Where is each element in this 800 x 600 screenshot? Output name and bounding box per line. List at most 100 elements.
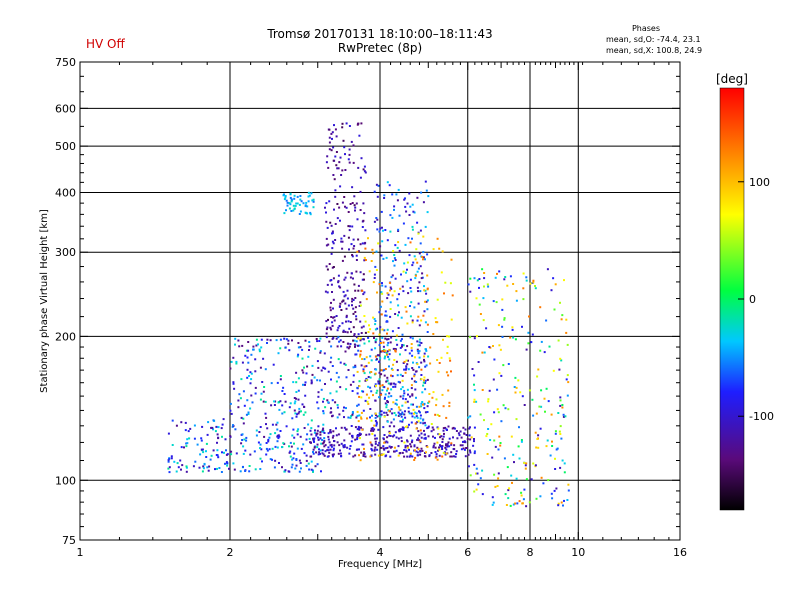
- data-point: [327, 446, 330, 449]
- data-point: [450, 442, 453, 445]
- x-tick-label: 8: [527, 546, 534, 559]
- data-point: [417, 448, 420, 451]
- data-point: [401, 345, 403, 348]
- data-point: [353, 195, 356, 198]
- data-point: [450, 455, 453, 458]
- data-point: [298, 213, 301, 215]
- data-point: [187, 430, 190, 433]
- data-point: [202, 451, 205, 454]
- data-point: [386, 389, 388, 392]
- data-point: [419, 429, 422, 432]
- data-point: [422, 256, 425, 259]
- data-point: [565, 331, 568, 334]
- data-point: [293, 452, 296, 455]
- data-point: [374, 383, 377, 386]
- data-point: [367, 336, 370, 339]
- data-point: [479, 477, 482, 480]
- data-point: [345, 428, 348, 431]
- data-point: [355, 340, 358, 343]
- data-point: [240, 442, 243, 445]
- data-point: [293, 194, 296, 197]
- data-point: [384, 337, 387, 340]
- data-point: [425, 451, 427, 454]
- data-point: [432, 391, 435, 394]
- data-point: [525, 462, 528, 465]
- data-point: [305, 201, 308, 204]
- data-point: [328, 148, 331, 151]
- data-point: [254, 386, 257, 389]
- data-point: [557, 504, 560, 507]
- data-point: [234, 337, 237, 340]
- data-point: [316, 379, 319, 382]
- data-point: [497, 448, 500, 451]
- data-point: [415, 396, 417, 399]
- data-point: [420, 342, 423, 344]
- data-point: [361, 242, 364, 245]
- data-point: [246, 376, 249, 379]
- data-point: [364, 259, 367, 261]
- data-point: [392, 363, 395, 366]
- data-point: [352, 374, 355, 377]
- data-point: [332, 159, 335, 162]
- data-point: [436, 298, 439, 301]
- data-point: [320, 442, 323, 445]
- data-point: [405, 271, 407, 274]
- colorbar-tick-label: -100: [749, 410, 774, 423]
- data-point: [271, 458, 273, 461]
- data-point: [380, 350, 383, 353]
- data-point: [446, 345, 449, 348]
- data-point: [342, 330, 345, 333]
- data-point: [459, 444, 462, 447]
- data-point: [478, 286, 480, 289]
- data-point: [349, 321, 352, 323]
- data-point: [530, 341, 533, 344]
- data-point: [388, 281, 391, 284]
- data-point: [453, 444, 456, 447]
- data-point: [512, 336, 515, 339]
- data-point: [400, 388, 403, 391]
- data-point: [445, 428, 448, 431]
- data-point: [538, 405, 541, 408]
- data-point: [382, 341, 385, 344]
- data-point: [276, 381, 279, 384]
- data-point: [396, 369, 399, 372]
- data-point: [387, 382, 390, 385]
- data-point: [263, 435, 266, 438]
- data-point: [422, 381, 425, 384]
- data-point: [301, 357, 304, 360]
- data-point: [406, 439, 408, 442]
- data-point: [359, 434, 361, 436]
- data-point: [529, 282, 532, 285]
- data-point: [341, 247, 344, 250]
- data-point: [524, 464, 527, 467]
- data-point: [415, 412, 418, 415]
- data-point: [295, 415, 298, 418]
- data-point: [388, 365, 390, 368]
- data-point: [185, 465, 188, 468]
- data-point: [403, 368, 406, 371]
- data-point: [423, 310, 426, 313]
- data-point: [406, 440, 409, 443]
- data-point: [326, 283, 329, 286]
- data-point: [292, 381, 295, 384]
- data-point: [401, 375, 404, 377]
- data-point: [414, 456, 417, 459]
- data-point: [335, 337, 338, 340]
- data-point: [408, 412, 411, 415]
- data-point: [411, 377, 413, 380]
- data-point: [313, 446, 316, 449]
- data-point: [555, 487, 558, 490]
- data-point: [522, 298, 525, 301]
- data-point: [247, 349, 250, 352]
- data-point: [345, 206, 348, 209]
- data-point: [225, 449, 227, 452]
- data-point: [230, 453, 233, 456]
- data-point: [259, 398, 262, 401]
- data-point: [479, 313, 482, 315]
- data-point: [415, 450, 418, 453]
- data-point: [426, 274, 429, 277]
- data-point: [301, 403, 304, 406]
- data-point: [337, 281, 340, 284]
- data-point: [345, 307, 348, 310]
- data-point: [340, 345, 343, 348]
